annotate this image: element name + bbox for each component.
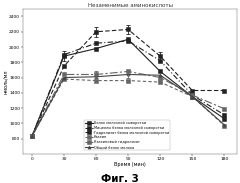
Общий белок молока [63,76,66,79]
Гидролизат белка молочной сыворотки [63,54,66,56]
Общий белок молока [30,135,33,137]
Общий белок молока [191,96,194,98]
Legend: Белок молочной сыворотки, Мицеллы белка молочной сыворотки, Гидролизат белка мол: Белок молочной сыворотки, Мицеллы белка … [84,120,170,150]
Белок молочной сыворотки [191,96,194,98]
Казеин [127,79,130,82]
Line: Гидролизат белка молочной сыворотки: Гидролизат белка молочной сыворотки [30,39,226,138]
Белок молочной сыворотки [159,70,162,72]
Line: Белок молочной сыворотки: Белок молочной сыворотки [30,38,226,138]
Общий белок молока [223,124,226,126]
Мицеллы белка молочной сыворотки [159,55,162,57]
X-axis label: Время (мин): Время (мин) [114,162,146,167]
Line: Общий белок молока: Общий белок молока [30,73,226,138]
Гидролизат белка молочной сыворотки [95,42,97,44]
Title: Незаменимые аминокислоты: Незаменимые аминокислоты [88,3,173,8]
Белок молочной сыворотки [127,38,130,40]
Мицеллы белка молочной сыворотки [223,89,226,92]
Гидролизат белка молочной сыворотки [223,114,226,116]
Гидролизат белка молочной сыворотки [127,40,130,42]
Общий белок молока [159,74,162,76]
Казеиновый гидролизат [223,108,226,110]
Y-axis label: нмоль/мл: нмоль/мл [3,69,8,94]
Казеин [30,135,33,137]
Line: Мицеллы белка молочной сыворотки: Мицеллы белка молочной сыворотки [30,28,226,138]
Казеиновый гидролизат [95,73,97,76]
Мицеллы белка молочной сыворотки [63,65,66,67]
Гидролизат белка молочной сыворотки [30,135,33,137]
Мицеллы белка молочной сыворотки [30,135,33,137]
Казеин [223,124,226,127]
Мицеллы белка молочной сыворотки [127,28,130,31]
Белок молочной сыворотки [95,47,97,50]
Line: Казеин: Казеин [30,78,226,138]
Общий белок молока [127,73,130,76]
Белок молочной сыворотки [30,135,33,137]
Гидролизат белка молочной сыворотки [191,94,194,96]
Гидролизат белка молочной сыворотки [159,60,162,62]
Общий белок молока [95,76,97,78]
Казеиновый гидролизат [191,94,194,96]
Казеин [63,78,66,80]
Мицеллы белка молочной сыворотки [95,31,97,33]
Казеиновый гидролизат [63,73,66,76]
Казеин [95,79,97,82]
Казеиновый гидролизат [127,70,130,72]
Белок молочной сыворотки [223,118,226,120]
Text: Фиг. 3: Фиг. 3 [101,174,139,183]
Белок молочной сыворотки [63,55,66,57]
Казеиновый гидролизат [159,76,162,79]
Казеин [191,96,194,98]
Казеин [159,81,162,83]
Казеиновый гидролизат [30,135,33,137]
Line: Казеиновый гидролизат: Казеиновый гидролизат [30,70,226,138]
Мицеллы белка молочной сыворотки [191,89,194,92]
